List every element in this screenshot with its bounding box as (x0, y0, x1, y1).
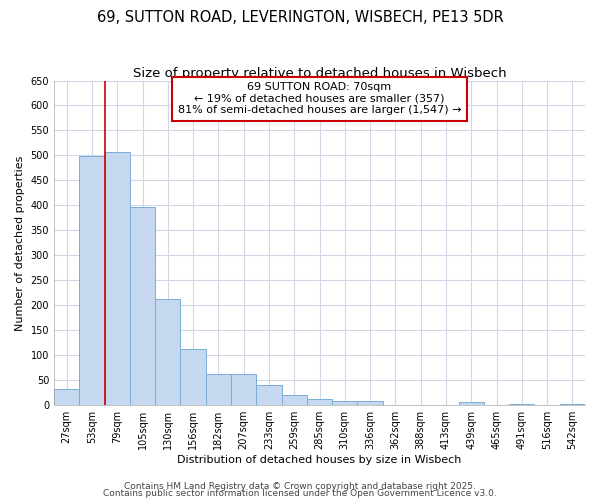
Bar (155, 299, 181, 405)
Bar (79, 156, 104, 405)
Bar (181, 350, 206, 405)
Bar (206, 374, 231, 405)
Y-axis label: Number of detached properties: Number of detached properties (15, 155, 25, 330)
Bar (358, 401, 383, 405)
Title: Size of property relative to detached houses in Wisbech: Size of property relative to detached ho… (133, 68, 506, 80)
Text: 69, SUTTON ROAD, LEVERINGTON, WISBECH, PE13 5DR: 69, SUTTON ROAD, LEVERINGTON, WISBECH, P… (97, 10, 503, 25)
Text: Contains HM Land Registry data © Crown copyright and database right 2025.: Contains HM Land Registry data © Crown c… (124, 482, 476, 491)
Bar (560, 404, 585, 405)
Bar (130, 207, 155, 405)
Text: Contains public sector information licensed under the Open Government Licence v3: Contains public sector information licen… (103, 489, 497, 498)
Bar (307, 399, 332, 405)
X-axis label: Distribution of detached houses by size in Wisbech: Distribution of detached houses by size … (178, 455, 462, 465)
Bar (281, 395, 307, 405)
Bar (256, 385, 281, 405)
Bar (104, 152, 130, 405)
Bar (509, 404, 535, 405)
Bar (332, 400, 358, 405)
Bar (458, 402, 484, 405)
Bar (54, 388, 79, 405)
Text: 69 SUTTON ROAD: 70sqm
← 19% of detached houses are smaller (357)
81% of semi-det: 69 SUTTON ROAD: 70sqm ← 19% of detached … (178, 82, 461, 116)
Bar (231, 374, 256, 405)
